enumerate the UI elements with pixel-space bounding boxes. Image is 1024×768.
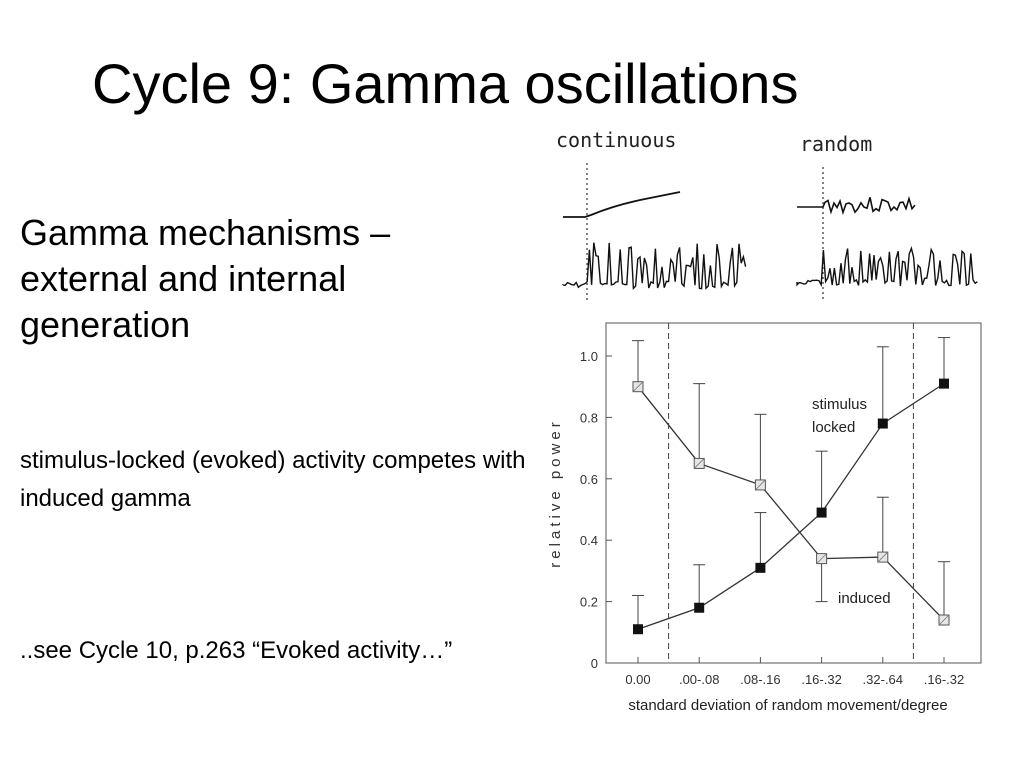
y-tick-label: 0.2	[580, 595, 598, 610]
y-axis: 0 0.2 0.4 0.6 0.8 1.0	[580, 349, 612, 671]
category-dividers	[668, 323, 914, 663]
data-point-hatch	[632, 381, 644, 392]
y-tick-label: 0.8	[580, 410, 598, 425]
evoked-activity-note: stimulus-locked (evoked) activity compet…	[20, 447, 526, 512]
x-tick-label: .00-.08	[679, 672, 719, 687]
data-point	[816, 507, 827, 518]
random-label: random	[800, 132, 873, 156]
y-axis-label: relative power	[547, 418, 564, 567]
random-top-trace	[797, 195, 916, 216]
data-point	[939, 378, 949, 389]
plot-frame	[605, 322, 982, 664]
x-tick-label: .32-.64	[863, 672, 903, 687]
data-point-hatch	[877, 551, 889, 563]
section-heading: Gamma mechanisms – external and internal…	[20, 212, 391, 345]
series-layer	[632, 337, 950, 635]
data-point-hatch	[816, 553, 827, 564]
x-tick-label: .16-.32	[801, 672, 841, 687]
neural-traces-figure	[562, 163, 978, 300]
cycle-10-reference: ..see Cycle 10, p.263 “Evoked activity…”	[20, 637, 453, 664]
continuous-bottom-trace	[562, 242, 747, 291]
series-line	[637, 383, 945, 630]
stimulus-locked-annotation: stimulus locked	[812, 396, 871, 436]
data-point	[877, 418, 888, 429]
relative-power-chart: 0 0.2 0.4 0.6 0.8 1.0 0.00 .00-.08 .08-.16 .16-.…	[547, 322, 982, 714]
x-tick-label: 0.00	[625, 672, 650, 687]
data-point	[633, 624, 643, 635]
continuous-top-trace	[563, 191, 681, 218]
random-traces	[796, 167, 978, 300]
slide-title: Cycle 9: Gamma oscillations	[92, 52, 799, 115]
x-axis: 0.00 .00-.08 .08-.16 .16-.32 .32-.64 .16-.32	[625, 657, 964, 687]
data-point-hatch	[755, 479, 766, 491]
random-bottom-trace	[796, 245, 978, 288]
y-tick-label: 0.4	[580, 533, 598, 548]
series-line	[637, 386, 945, 621]
x-axis-label: standard deviation of random movement/de…	[628, 697, 947, 714]
continuous-label: continuous	[556, 128, 677, 152]
series-stimulus-locked	[632, 337, 950, 635]
y-tick-label: 0.6	[580, 472, 598, 487]
series-induced	[632, 340, 950, 626]
data-point	[694, 602, 705, 613]
data-point-hatch	[693, 458, 705, 469]
x-tick-label: .08-.16	[740, 672, 780, 687]
data-point	[755, 562, 766, 573]
y-tick-label: 1.0	[580, 349, 598, 364]
y-tick-label: 0	[591, 656, 598, 671]
data-point-hatch	[938, 614, 950, 626]
continuous-traces	[562, 163, 747, 300]
induced-annotation: induced	[838, 590, 891, 607]
x-tick-label: .16-.32	[924, 672, 964, 687]
